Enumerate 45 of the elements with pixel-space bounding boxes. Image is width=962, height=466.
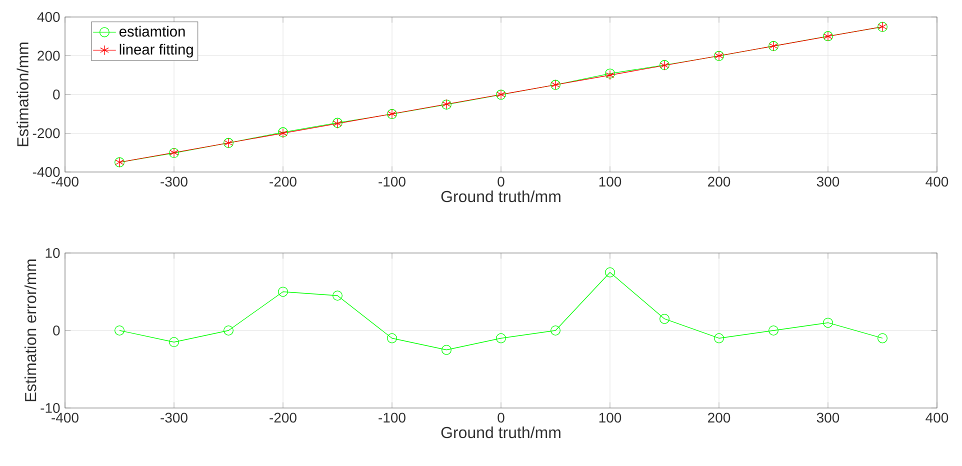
y-tick-label: 200 bbox=[38, 50, 60, 61]
y-tick-label: -10 bbox=[40, 403, 60, 413]
y-tick-label: 10 bbox=[46, 248, 60, 258]
point bbox=[114, 325, 125, 336]
x-axis-title: Ground truth/mm bbox=[441, 190, 560, 202]
y-tick-label: -200 bbox=[32, 128, 60, 138]
x-tick-label: -100 bbox=[378, 176, 406, 187]
point bbox=[768, 325, 778, 336]
x-tick-label: 300 bbox=[816, 176, 840, 187]
x-tick-label: 100 bbox=[599, 412, 622, 423]
y-tick-label: 400 bbox=[37, 12, 60, 22]
point bbox=[496, 333, 506, 344]
legend-label: linear fitting bbox=[120, 44, 193, 58]
x-tick-label: 0 bbox=[498, 412, 504, 423]
x-tick-label: -200 bbox=[270, 176, 296, 187]
point bbox=[387, 333, 398, 344]
x-axis-title: Ground truth/mm bbox=[441, 426, 560, 438]
x-tick-label: -300 bbox=[160, 412, 188, 423]
x-tick-label: 200 bbox=[708, 412, 730, 423]
point bbox=[224, 325, 234, 336]
point bbox=[714, 333, 724, 344]
point bbox=[877, 333, 888, 344]
point bbox=[332, 290, 343, 301]
y-axis-title: Estimation error/mm bbox=[24, 260, 36, 402]
x-tick-label: -100 bbox=[378, 412, 406, 423]
x-tick-label: 100 bbox=[599, 176, 622, 187]
y-tick-label: -400 bbox=[32, 167, 60, 177]
x-tick-label: 400 bbox=[926, 176, 948, 187]
point bbox=[169, 337, 180, 348]
legend-label: estiamtion bbox=[119, 26, 185, 37]
point bbox=[605, 267, 615, 278]
x-tick-label: 300 bbox=[816, 412, 840, 423]
point bbox=[442, 344, 452, 355]
point bbox=[660, 314, 670, 324]
point bbox=[550, 325, 560, 336]
point bbox=[822, 318, 833, 328]
y-tick-label: 0 bbox=[53, 326, 60, 336]
y-tick-label: 0 bbox=[53, 90, 60, 100]
y-axis-title: Estimation/mm bbox=[16, 42, 28, 146]
point bbox=[278, 286, 288, 297]
x-tick-label: 0 bbox=[498, 176, 504, 187]
x-tick-label: -200 bbox=[270, 412, 296, 423]
x-tick-label: 200 bbox=[708, 176, 730, 187]
x-tick-label: 400 bbox=[926, 412, 948, 423]
x-tick-label: -300 bbox=[160, 176, 188, 187]
